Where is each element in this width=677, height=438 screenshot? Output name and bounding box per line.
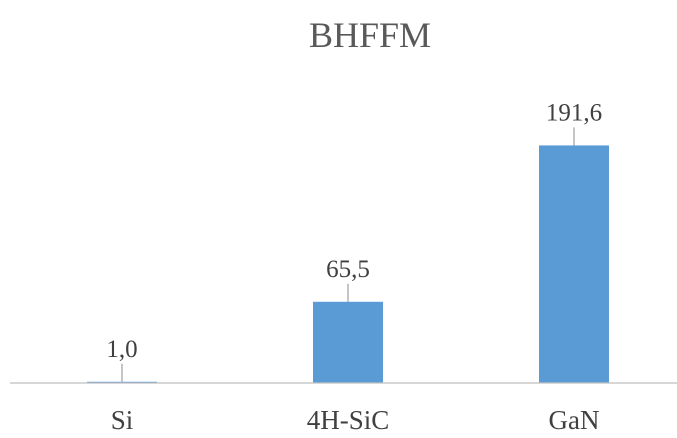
data-label-4h-sic: 65,5 — [326, 256, 370, 283]
plot-area: 1,0 Si 65,5 4H-SiC 191,6 GaN — [87, 99, 609, 435]
x-tick-label-gan: GaN — [549, 405, 600, 435]
chart-title: BHFFM — [309, 15, 431, 55]
data-label-gan: 191,6 — [546, 99, 602, 126]
x-tick-label-si: Si — [111, 405, 134, 435]
bar-4h-sic — [313, 301, 383, 383]
bar-gan — [539, 145, 609, 383]
data-label-si: 1,0 — [106, 336, 137, 363]
x-tick-label-4h-sic: 4H-SiC — [307, 405, 390, 435]
